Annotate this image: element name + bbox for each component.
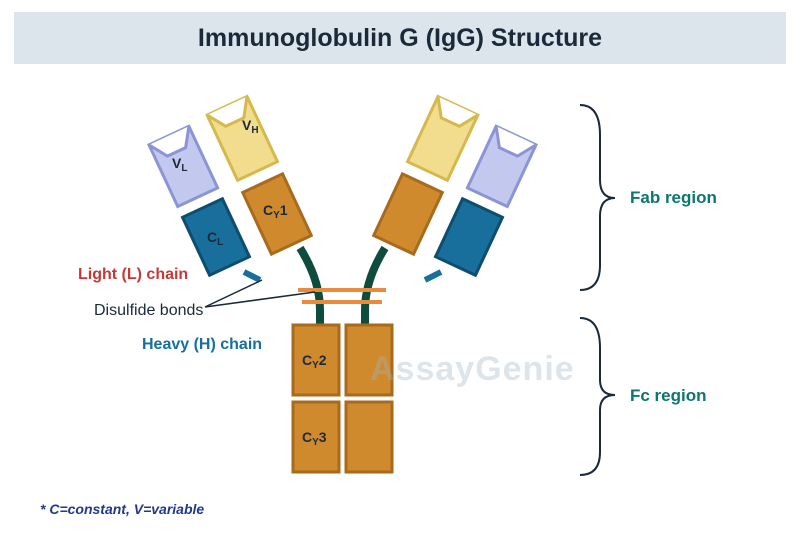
igg-diagram: AssayGenie (0, 80, 800, 520)
footnote: * C=constant, V=variable (40, 501, 204, 517)
fab-region-label: Fab region (630, 188, 717, 208)
fc-region-label: Fc region (630, 386, 707, 406)
page-title: Immunoglobulin G (IgG) Structure (198, 24, 602, 53)
antibody-svg: VL VH CL CY1 CY2 CY3 (0, 80, 800, 520)
heavy-chain-label: Heavy (H) chain (142, 336, 262, 354)
light-chain-label: Light (L) chain (78, 266, 188, 284)
title-bar: Immunoglobulin G (IgG) Structure (14, 12, 786, 64)
disulfide-label: Disulfide bonds (94, 302, 203, 320)
